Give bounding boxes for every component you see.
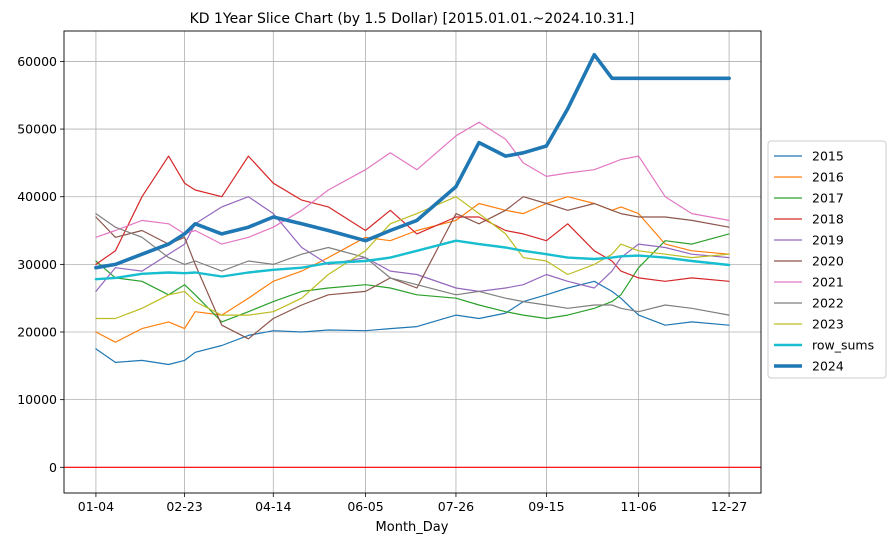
series-line-2022 — [95, 213, 730, 316]
x-tick-label: 04-14 — [255, 499, 291, 514]
legend-label: 2016 — [812, 170, 844, 185]
series-line-2018 — [95, 155, 730, 282]
x-tick-label: 11-06 — [620, 499, 656, 514]
legend-label: 2023 — [812, 317, 844, 332]
series-line-2015 — [95, 280, 730, 366]
y-tick-label: 30000 — [17, 257, 57, 272]
y-tick-label: 60000 — [17, 54, 57, 69]
x-tick-label: 01-04 — [78, 499, 114, 514]
x-axis: 01-04 02-23 04-14 06-05 07-26 09-15 11-06 12-27 — [78, 493, 747, 514]
y-tick-label: 40000 — [17, 189, 57, 204]
legend-label: 2015 — [812, 149, 844, 164]
y-tick-label: 20000 — [17, 325, 57, 340]
y-tick-label: 50000 — [17, 122, 57, 137]
y-tick-label: 10000 — [17, 392, 57, 407]
legend-label: 2021 — [812, 275, 844, 290]
plot-area-frame — [63, 30, 762, 494]
x-tick-label: 02-23 — [166, 499, 202, 514]
series-line-2017 — [95, 233, 730, 323]
legend-label: 2019 — [812, 233, 844, 248]
x-tick-label: 06-05 — [347, 499, 383, 514]
series-line-2024 — [94, 52, 731, 270]
legend-label: 2022 — [812, 296, 844, 311]
series-line-2023 — [95, 196, 730, 320]
x-tick-label: 09-15 — [528, 499, 564, 514]
x-tick-label: 12-27 — [711, 499, 747, 514]
y-axis: 0 10000 20000 30000 40000 50000 60000 — [17, 54, 64, 475]
series-line-2016 — [95, 196, 730, 343]
legend: 2015 2016 2017 2018 2019 2020 2021 2022 2023 row_… — [767, 140, 887, 379]
x-axis-label: Month_Day — [376, 520, 449, 535]
chart-title: KD 1Year Slice Chart (by 1.5 Dollar) [20… — [190, 11, 635, 27]
legend-box — [767, 140, 887, 379]
series-group — [94, 52, 731, 366]
legend-label: 2024 — [812, 359, 844, 374]
series-line-2019 — [95, 196, 730, 292]
legend-label: 2018 — [812, 212, 844, 227]
series-line-row_sums — [94, 239, 731, 281]
grid — [64, 31, 761, 493]
series-line-2020 — [95, 196, 730, 340]
y-tick-label: 0 — [49, 460, 57, 475]
legend-label: 2017 — [812, 191, 844, 206]
x-tick-label: 07-26 — [438, 499, 474, 514]
legend-label: row_sums — [812, 338, 874, 353]
legend-label: 2020 — [812, 254, 844, 269]
